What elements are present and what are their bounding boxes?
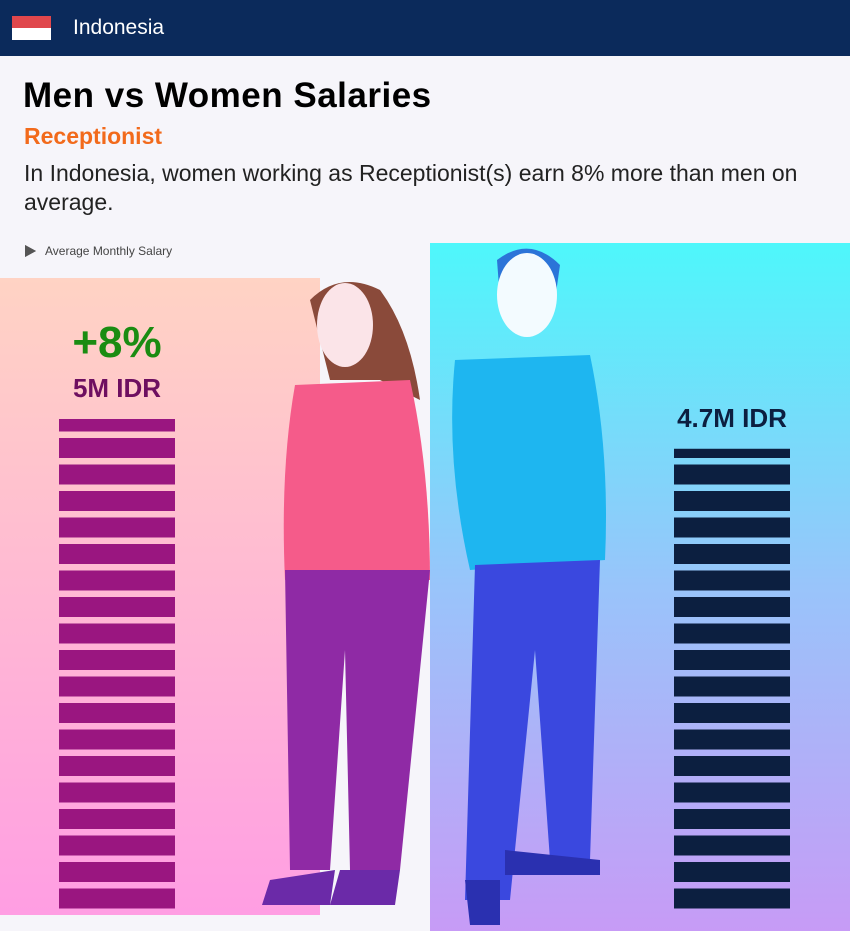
top-bar — [0, 0, 850, 56]
man-figure — [452, 248, 606, 925]
flag-red — [12, 16, 51, 28]
difference-label: +8% — [72, 318, 161, 367]
bar — [674, 448, 790, 915]
description: In Indonesia, women working as Reception… — [24, 160, 798, 215]
value-label: 5M IDR — [73, 373, 161, 403]
value-label: 4.7M IDR — [677, 403, 787, 433]
legend-arrow — [25, 245, 36, 257]
bar — [59, 419, 175, 915]
flag-white — [12, 28, 51, 40]
woman-figure — [262, 282, 430, 905]
subtitle: Receptionist — [24, 123, 163, 149]
country: Indonesia — [73, 16, 165, 39]
title: Men vs Women Salaries — [23, 76, 432, 115]
legend-label: Average Monthly Salary — [45, 244, 173, 258]
